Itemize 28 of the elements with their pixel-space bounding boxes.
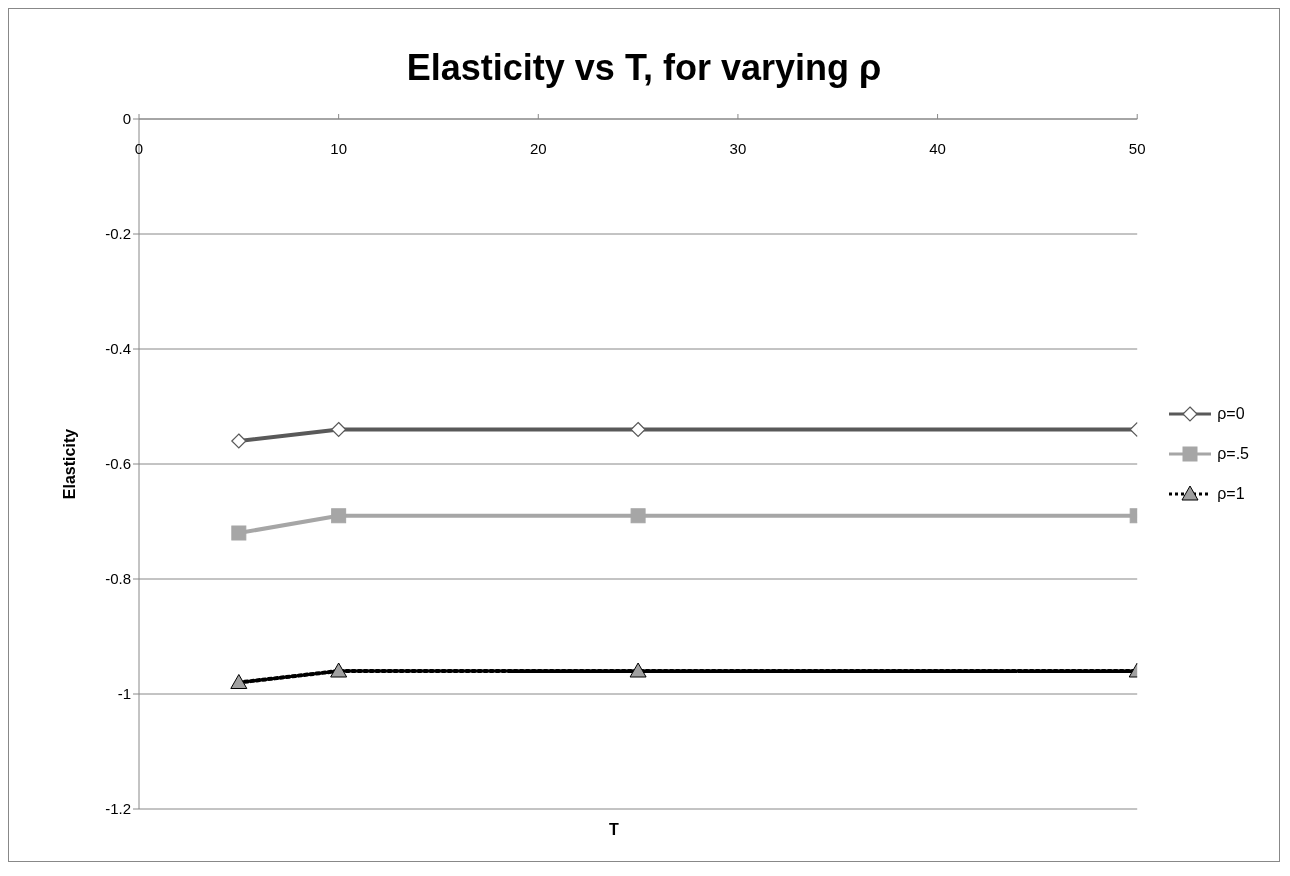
y-tick-label: -0.4 (105, 340, 131, 358)
chart-title: Elasticity vs T, for varying ρ (405, 47, 883, 89)
x-axis-title: T (609, 821, 619, 839)
y-tick-label: -1 (117, 685, 131, 703)
point (231, 433, 247, 449)
point (630, 421, 646, 438)
point (330, 662, 348, 678)
point (231, 525, 247, 541)
legend-label: ρ=.5 (1217, 445, 1249, 463)
point (331, 421, 347, 438)
point (331, 508, 347, 524)
x-tick-label: 10 (330, 140, 347, 157)
x-tick-label: 40 (929, 140, 946, 157)
y-tick-label: 0 (122, 110, 131, 128)
y-tick-label: -1.2 (105, 800, 131, 818)
point (630, 508, 646, 524)
legend-label: ρ=1 (1217, 485, 1245, 503)
y-axis-title: Elasticity (60, 428, 78, 500)
legend-label: ρ=0 (1217, 405, 1245, 423)
y-tick-label: -0.6 (105, 455, 131, 473)
point (230, 674, 248, 689)
y-tick-label: -0.2 (105, 225, 131, 243)
x-tick-label: 50 (1128, 140, 1146, 157)
x-tick-label: 0 (134, 140, 144, 157)
x-tick-label: 30 (729, 140, 747, 157)
y-tick-label: -0.8 (105, 570, 131, 588)
point (629, 662, 647, 678)
x-tick-label: 20 (529, 140, 547, 157)
